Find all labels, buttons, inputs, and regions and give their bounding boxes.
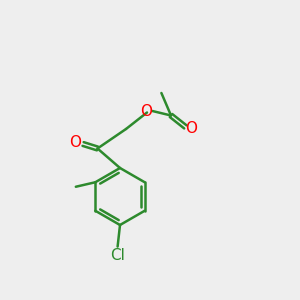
Text: Cl: Cl bbox=[110, 248, 125, 262]
Text: O: O bbox=[140, 103, 152, 118]
Text: O: O bbox=[185, 121, 197, 136]
Text: O: O bbox=[70, 135, 82, 150]
